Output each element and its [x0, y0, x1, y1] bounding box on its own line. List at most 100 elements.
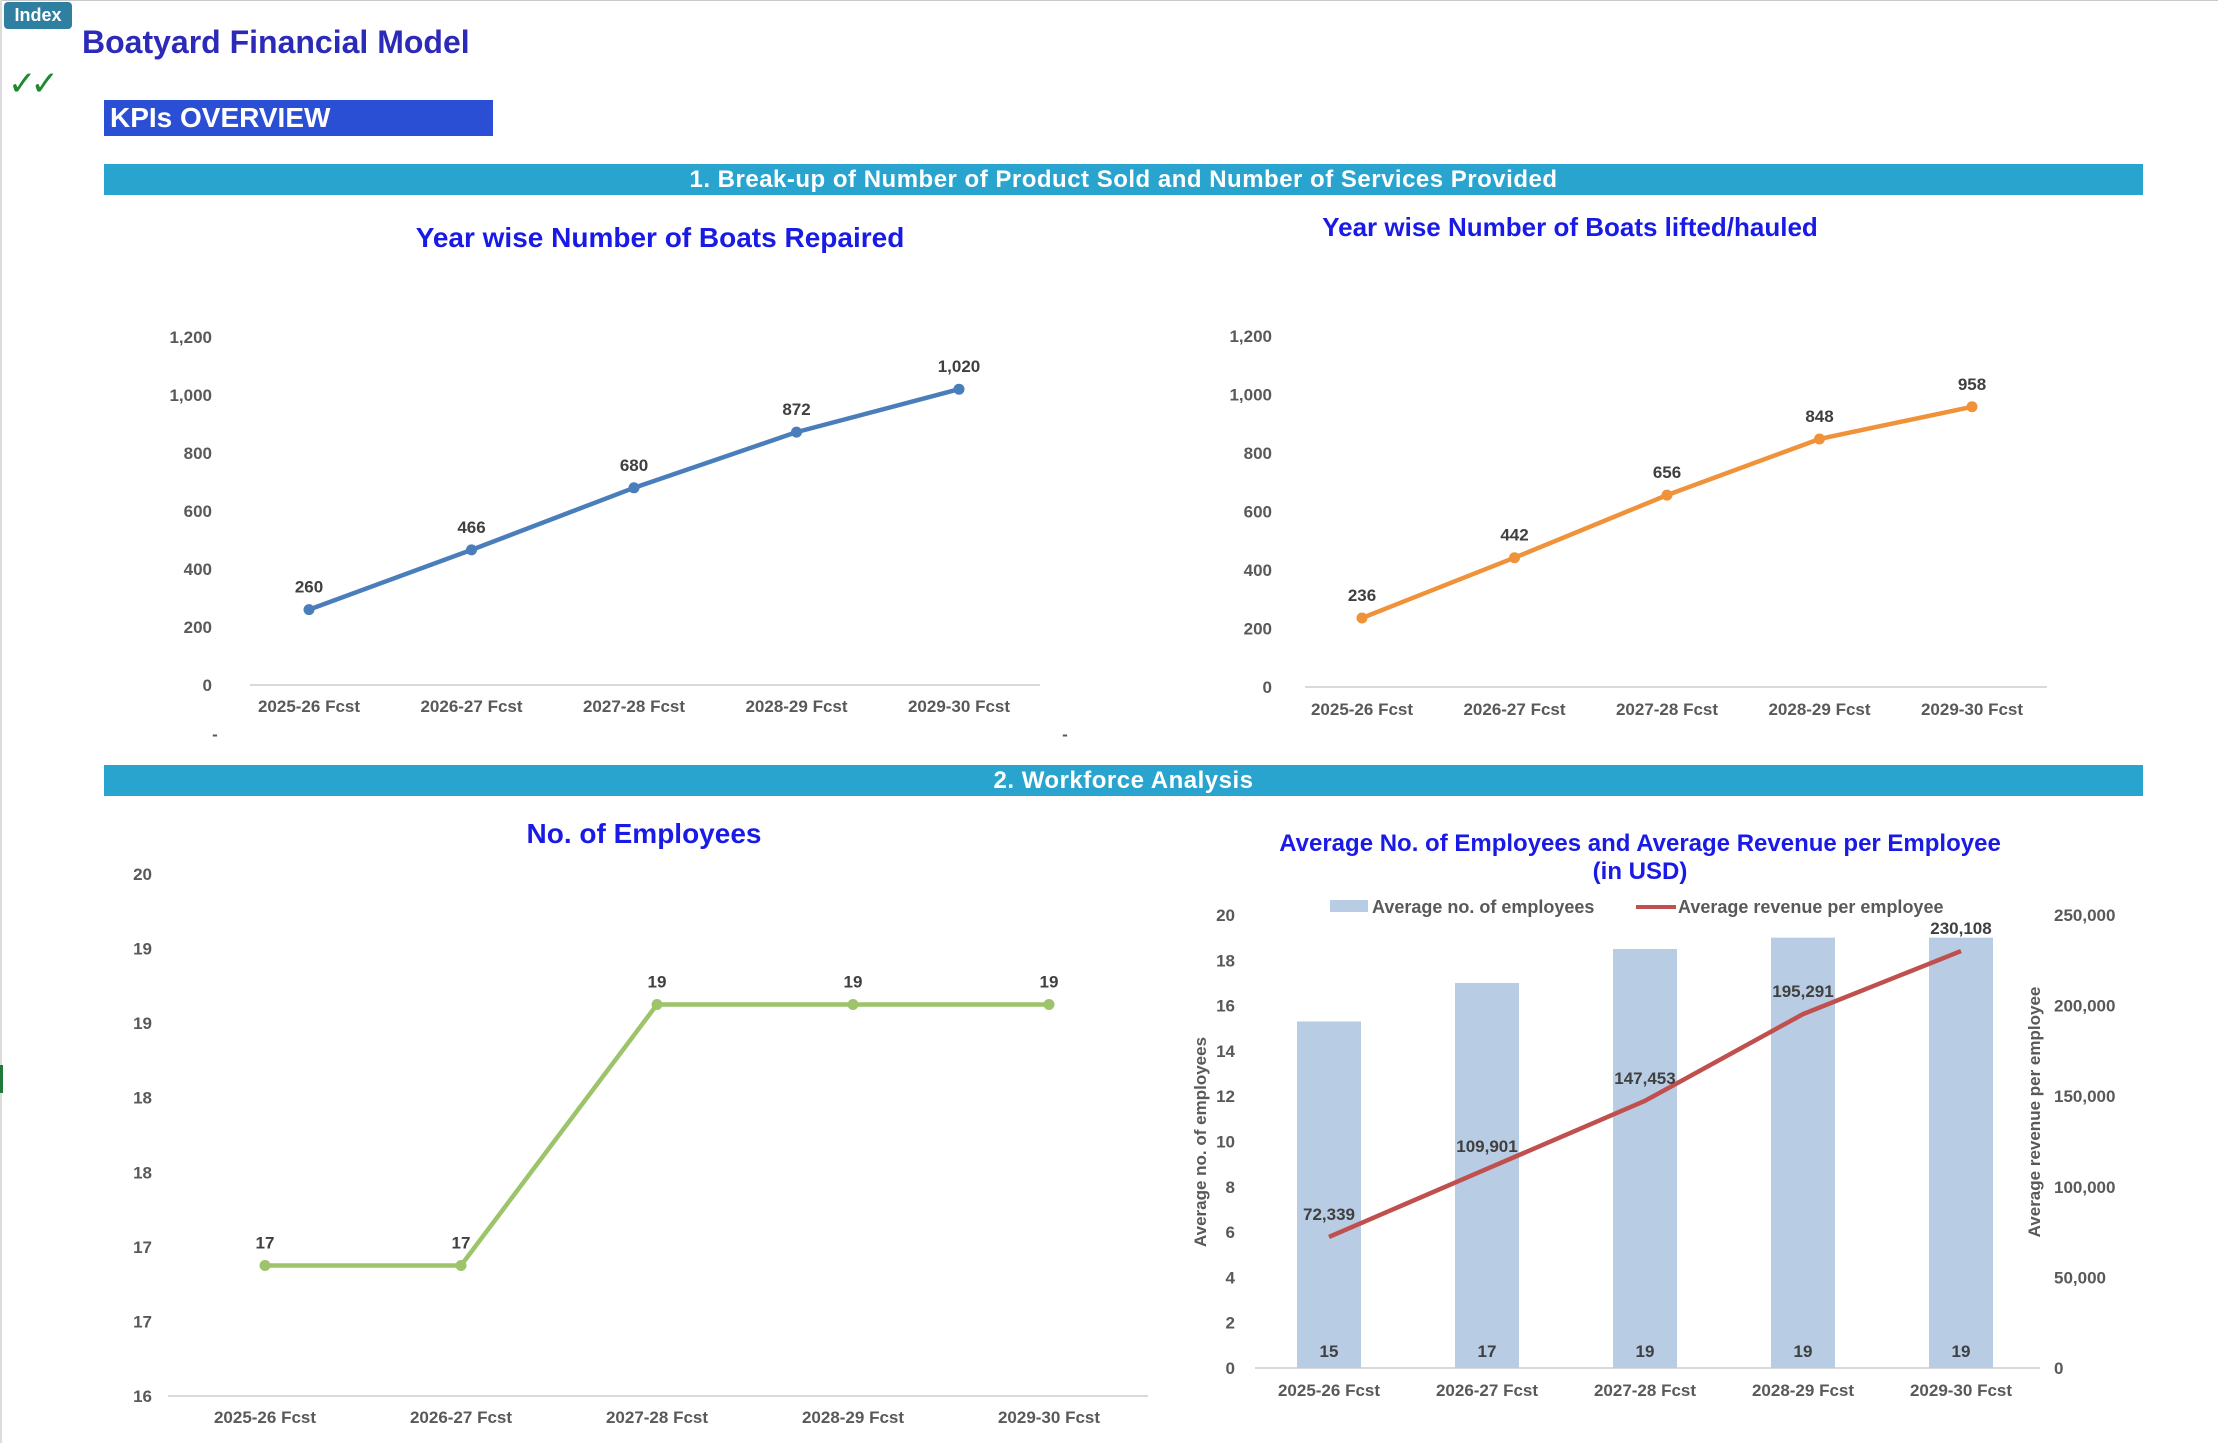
bar-data-label: 19	[1952, 1342, 1971, 1361]
revenue-line	[1328, 948, 1962, 1239]
y-tick-label: 200	[184, 618, 212, 637]
line-data-label: 147,453	[1614, 1069, 1675, 1088]
y-tick-label: 1,000	[1229, 386, 1272, 405]
bar-data-label: 19	[1636, 1342, 1655, 1361]
y-tick-label: 800	[1244, 444, 1272, 463]
index-tab[interactable]: Index	[4, 2, 72, 29]
x-tick-label: 2026-27 Fcst	[1436, 1381, 1538, 1400]
y2-tick-label: 150,000	[2054, 1087, 2115, 1106]
x-tick-label: 2027-28 Fcst	[1594, 1381, 1696, 1400]
data-point	[791, 426, 802, 438]
x-tick-label: 2026-27 Fcst	[410, 1408, 512, 1427]
y-tick-label: 20	[133, 865, 152, 884]
data-label: 1,020	[938, 357, 981, 376]
bar	[1771, 937, 1835, 1368]
section-header-workforce: 2. Workforce Analysis	[104, 765, 2143, 796]
data-label: 19	[1040, 973, 1059, 992]
series-line	[308, 387, 960, 612]
y-tick-label: 14	[1216, 1042, 1235, 1061]
data-point	[847, 999, 859, 1010]
chart-title-line-2: (in USD)	[1592, 858, 1688, 885]
data-point	[953, 383, 965, 395]
chart-title-boats-repaired: Year wise Number of Boats Repaired	[415, 222, 905, 253]
window-top-border	[0, 0, 2218, 1]
y-tick-label: 800	[184, 444, 212, 463]
chart-title-employees-revenue: Average No. of Employees and Average Rev…	[1140, 830, 2140, 886]
legend-swatch-bar	[1330, 900, 1368, 912]
section-header-products-services: 1. Break-up of Number of Product Sold an…	[104, 164, 2143, 195]
y2-axis-title: Average revenue per employee	[2025, 987, 2044, 1238]
x-tick-label: 2025-26 Fcst	[258, 697, 360, 716]
data-label: 958	[1958, 375, 1986, 394]
y-tick-label: 16	[133, 1387, 152, 1406]
bar	[1929, 937, 1993, 1368]
bar	[1613, 948, 1677, 1368]
x-tick-label: 2029-30 Fcst	[998, 1408, 1100, 1427]
data-point	[259, 1260, 271, 1271]
series-line	[265, 1002, 1049, 1268]
x-tick-label: 2026-27 Fcst	[1463, 700, 1565, 719]
bar-data-label: 17	[1478, 1342, 1497, 1361]
y-tick-label: 600	[184, 502, 212, 521]
data-label: 260	[295, 578, 323, 597]
y-tick-label: 17	[133, 1312, 152, 1331]
data-point	[628, 482, 640, 494]
y-tick-label: 6	[1226, 1223, 1235, 1242]
kpi-overview-banner: KPIs OVERVIEW	[104, 100, 493, 136]
chart-title-boats-hauled: Year wise Number of Boats lifted/hauled	[1322, 212, 1818, 242]
x-tick-label: 2026-27 Fcst	[420, 697, 522, 716]
data-label: 236	[1348, 586, 1376, 605]
x-tick-label: 2029-30 Fcst	[908, 697, 1010, 716]
bar	[1297, 1021, 1361, 1368]
y-tick-label: 16	[1216, 997, 1235, 1016]
data-point	[466, 544, 477, 556]
line-data-label: 195,291	[1772, 982, 1833, 1001]
data-point	[651, 999, 663, 1010]
y-tick-label: 12	[1216, 1087, 1235, 1106]
x-tick-label: 2025-26 Fcst	[1311, 700, 1413, 719]
y2-tick-label: 250,000	[2054, 906, 2115, 925]
y-axis-title: Average no. of employees	[1191, 1037, 1210, 1247]
y-tick-label: 2	[1226, 1314, 1235, 1333]
bar	[1455, 982, 1519, 1368]
x-tick-label: 2029-30 Fcst	[1910, 1381, 2012, 1400]
x-tick-label: 2027-28 Fcst	[583, 697, 685, 716]
app-title: Boatyard Financial Model	[82, 24, 470, 60]
y-tick-label: 1,000	[169, 386, 212, 405]
legend-label-line: Average revenue per employee	[1678, 897, 1943, 917]
x-tick-label: 2028-29 Fcst	[1752, 1381, 1854, 1400]
x-tick-label: 2028-29 Fcst	[1768, 700, 1870, 719]
checkmark-icon: ✓✓	[8, 65, 59, 103]
y-tick-label: 0	[1226, 1359, 1235, 1378]
y-tick-label: 19	[133, 1014, 152, 1033]
data-point	[1814, 433, 1825, 445]
data-label: 19	[844, 973, 863, 992]
data-label: 19	[648, 973, 667, 992]
series-line	[1361, 404, 1973, 621]
y-tick-label: 400	[1244, 561, 1272, 580]
y-tick-label: 10	[1216, 1133, 1235, 1152]
axis-dash-mark: -	[212, 725, 218, 744]
x-tick-label: 2028-29 Fcst	[745, 697, 847, 716]
axis-dash-mark: -	[1062, 725, 1068, 744]
bar-data-label: 19	[1794, 1342, 1813, 1361]
y-tick-label: 4	[1226, 1268, 1236, 1287]
y-tick-label: 400	[184, 560, 212, 579]
y-tick-label: 19	[133, 940, 152, 959]
legend-label-bar: Average no. of employees	[1372, 897, 1594, 917]
y-tick-label: 8	[1226, 1178, 1235, 1197]
y-tick-label: 1,200	[169, 328, 212, 347]
x-tick-label: 2027-28 Fcst	[606, 1408, 708, 1427]
line-data-label: 72,339	[1303, 1205, 1355, 1224]
data-label: 656	[1653, 463, 1681, 482]
y-tick-label: 200	[1244, 620, 1272, 639]
y-tick-label: 18	[133, 1089, 152, 1108]
y2-tick-label: 50,000	[2054, 1268, 2106, 1287]
window-left-border	[0, 0, 2, 1443]
data-point	[455, 1260, 467, 1271]
chart-title-employees: No. of Employees	[526, 818, 762, 849]
data-label: 848	[1805, 407, 1833, 426]
data-point	[1043, 999, 1055, 1010]
y-tick-label: 0	[203, 676, 212, 695]
bar-data-label: 15	[1320, 1342, 1339, 1361]
